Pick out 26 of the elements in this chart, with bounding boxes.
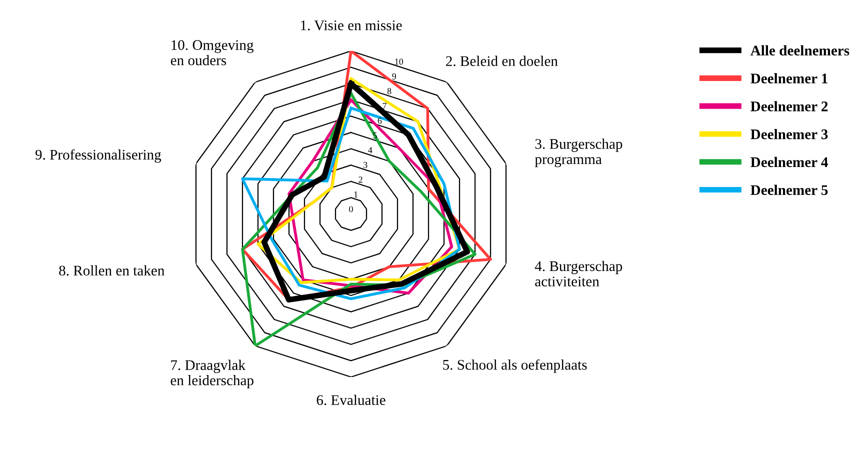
legend-label: Deelnemer 5 xyxy=(750,184,828,196)
spoke-label: 6. Evaluatie xyxy=(316,394,386,406)
y-tick-label: 7 xyxy=(382,102,387,109)
spoke-label: 9. Professionalisering xyxy=(35,149,162,163)
y-tick-label: 8 xyxy=(387,88,392,94)
y-tick-label: 0 xyxy=(349,206,353,212)
legend-label: Deelnemer 4 xyxy=(750,156,828,168)
spoke-label: 5. School als oefenplaats xyxy=(443,359,587,373)
y-tick-label: 6 xyxy=(378,118,382,124)
y-tick-label: 1 xyxy=(354,191,358,198)
spoke-label: 4. Burgerschap activiteiten xyxy=(534,260,622,286)
spoke-label: 10. Omgeving en ouders xyxy=(170,40,254,66)
y-tick-label: 4 xyxy=(368,147,372,154)
spoke-label: 2. Beleid en doelen xyxy=(446,56,558,66)
legend-label: Deelnemer 1 xyxy=(750,73,828,84)
legend-label: Deelnemer 3 xyxy=(750,128,828,140)
y-tick-label: 3 xyxy=(364,162,368,168)
legend-label: Deelnemer 2 xyxy=(750,101,828,112)
spoke-label: 1. Visie en missie xyxy=(301,20,402,30)
y-tick-label: 2 xyxy=(358,176,362,183)
spoke-label: 3. Burgerschap programma xyxy=(534,138,622,168)
spoke-label: 8. Rollen en taken xyxy=(59,265,164,276)
y-tick-label: 10 xyxy=(395,58,404,65)
legend-label: Alle deelnemers xyxy=(750,45,850,56)
spoke-label: 7. Draagvlak en leiderschap xyxy=(170,360,254,388)
y-tick-label: 9 xyxy=(392,73,396,80)
